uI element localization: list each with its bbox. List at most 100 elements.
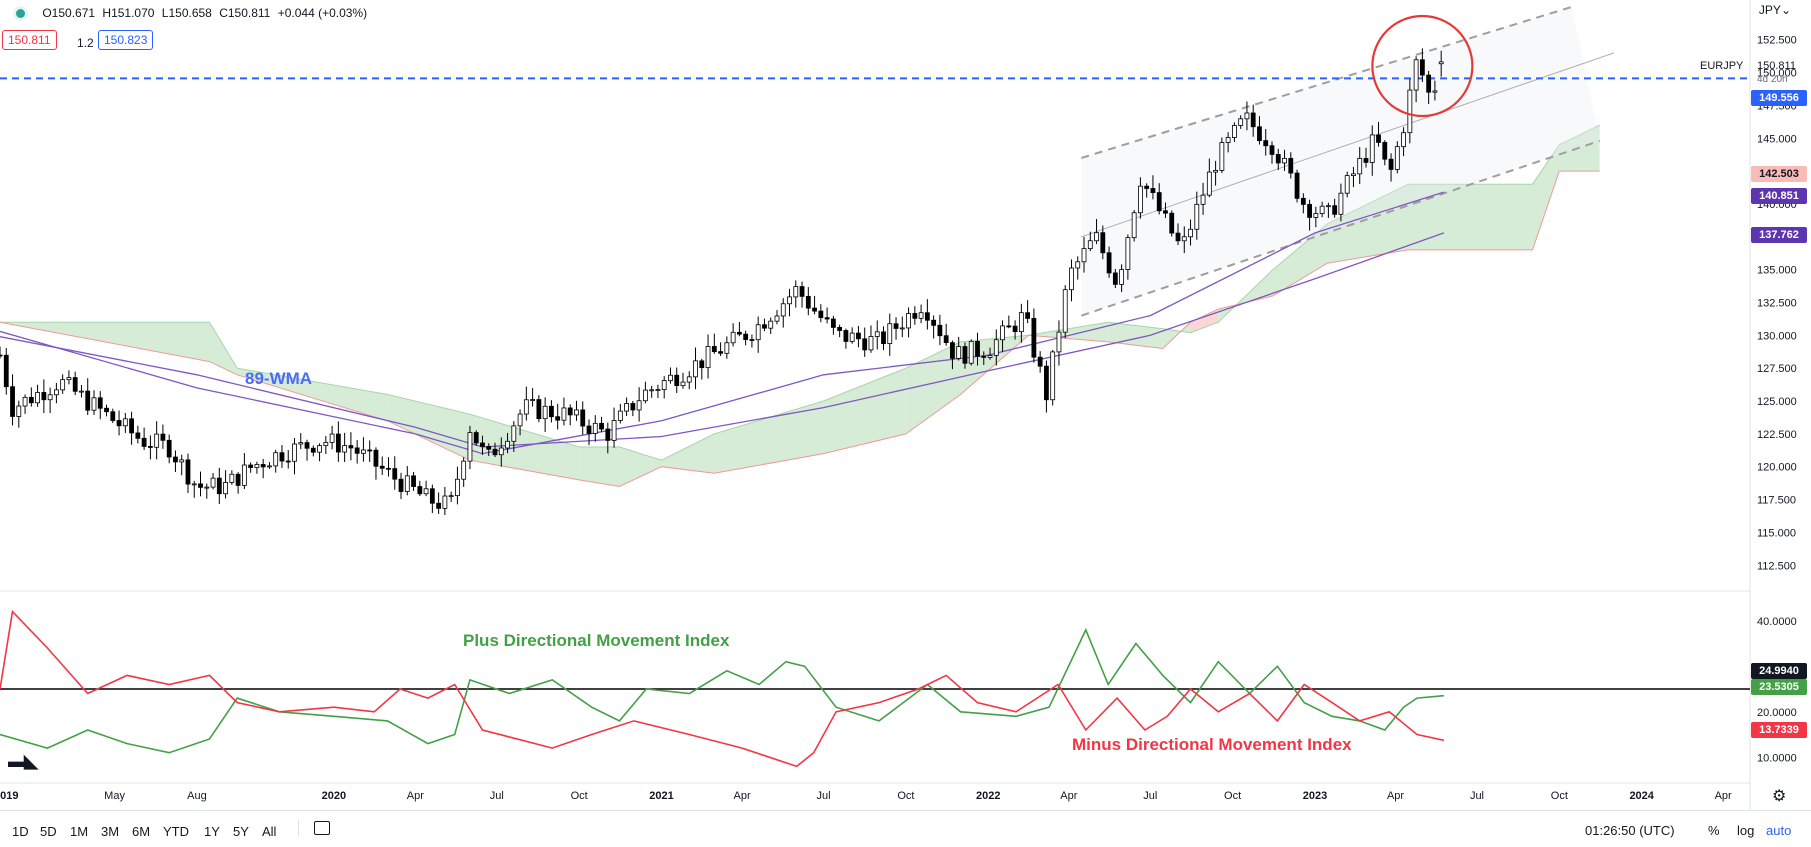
- candle-body: [1150, 188, 1156, 193]
- candle-body: [1156, 192, 1162, 212]
- candle-body: [429, 488, 435, 504]
- ichimoku-cloud-segment: [1532, 144, 1560, 250]
- range-button-3m[interactable]: 3M: [101, 824, 120, 839]
- wma-slow-price-tag: 137.762: [1751, 227, 1807, 243]
- price-axis-tick: 152.500: [1757, 35, 1797, 47]
- utc-clock[interactable]: 01:26:50 (UTC): [1585, 823, 1675, 838]
- candle-body: [204, 486, 210, 489]
- candle-body: [310, 447, 316, 453]
- range-button-6m[interactable]: 6M: [132, 824, 151, 839]
- candle-body: [1087, 240, 1093, 250]
- spread-value: 1.2: [72, 34, 99, 52]
- candle-body: [104, 407, 109, 413]
- candle-body: [555, 416, 561, 421]
- candle-body: [768, 320, 774, 329]
- candle-body: [1125, 237, 1131, 270]
- candle-body: [893, 323, 899, 329]
- candle-body: [736, 331, 742, 335]
- candle-body: [1225, 137, 1231, 143]
- sell-button[interactable]: 150.811: [2, 30, 57, 50]
- candle-body: [367, 449, 373, 452]
- candle-body: [586, 425, 592, 434]
- candle-body: [1269, 145, 1275, 155]
- candle-body: [147, 446, 153, 448]
- candle-body: [191, 483, 197, 486]
- candle-body: [91, 397, 97, 411]
- range-button-5d[interactable]: 5D: [40, 824, 57, 839]
- ichimoku-cloud-segment: [661, 433, 715, 474]
- range-button-1m[interactable]: 1M: [70, 824, 89, 839]
- range-button-5y[interactable]: 5Y: [233, 824, 249, 839]
- candle-body: [724, 342, 730, 354]
- gear-icon[interactable]: ⚙: [1772, 788, 1787, 805]
- candle-body: [442, 495, 448, 509]
- candle-body: [254, 464, 260, 468]
- candle-body: [674, 374, 680, 387]
- candle-body: [1062, 289, 1068, 333]
- candle-body: [1282, 157, 1287, 164]
- ichimoku-cloud-segment: [823, 368, 906, 454]
- candle-body: [1056, 331, 1062, 353]
- candle-body: [1144, 185, 1150, 189]
- candle-body: [968, 340, 974, 364]
- candle-body: [536, 399, 542, 420]
- candle-body: [1100, 232, 1106, 254]
- calendar-icon[interactable]: [314, 821, 330, 835]
- percent-scale-toggle[interactable]: %: [1708, 823, 1720, 838]
- chart-canvas[interactable]: 112.500 115.000 117.500 120.000 122.500 125.0…: [0, 0, 1811, 810]
- channel-middle-line: [1081, 52, 1615, 238]
- candle-body: [480, 442, 485, 447]
- candle-body: [135, 432, 141, 439]
- price-axis-tick: 120.000: [1757, 462, 1797, 474]
- range-button-all[interactable]: All: [262, 824, 277, 839]
- candle-body: [906, 313, 911, 329]
- time-axis-tick: 2020: [322, 790, 346, 802]
- candle-body: [686, 376, 692, 383]
- bottom-toolbar: 1D 5D 1M 3M 6M YTD 1Y 5Y All 01:26:50 (U…: [0, 810, 1811, 847]
- ichimoku-cloud-segment: [1408, 184, 1490, 250]
- candle-body: [1344, 175, 1350, 194]
- buy-button[interactable]: 150.823: [98, 30, 154, 50]
- candle-body: [1006, 325, 1012, 328]
- price-axis-tick: 122.500: [1757, 429, 1797, 441]
- candle-body: [1263, 140, 1269, 147]
- candle-body: [617, 410, 623, 421]
- log-scale-toggle[interactable]: log: [1737, 823, 1755, 838]
- currency-menu[interactable]: JPY⌄: [1759, 3, 1791, 17]
- range-button-ytd[interactable]: YTD: [163, 824, 189, 839]
- candle-body: [611, 420, 617, 441]
- range-button-1d[interactable]: 1D: [12, 824, 29, 839]
- price-axis-tick: 130.000: [1757, 330, 1797, 342]
- candle-body: [373, 449, 379, 467]
- candle-body: [1044, 365, 1049, 401]
- time-axis-tick: Apr: [1387, 790, 1404, 802]
- plus-di-value-tag: 23.5305: [1751, 679, 1807, 695]
- candle-body: [467, 432, 473, 462]
- candle-body: [1376, 134, 1381, 143]
- candle-body: [329, 433, 335, 443]
- candle-body: [981, 355, 987, 358]
- price-axis-tick: 127.500: [1757, 363, 1797, 375]
- candle-body: [868, 336, 874, 351]
- candle-body: [304, 442, 310, 449]
- candle-body: [267, 465, 272, 468]
- tradingview-logo: ▬◣: [8, 751, 38, 771]
- minus-di-value-tag: 13.7339: [1751, 722, 1807, 738]
- indicator-axis-tick: 20.0000: [1757, 707, 1797, 719]
- candle-body: [956, 346, 962, 359]
- candle-body: [1231, 125, 1237, 138]
- ichimoku-cloud-segment: [237, 368, 388, 421]
- candle-body: [354, 447, 360, 454]
- candle-body: [630, 403, 636, 411]
- candle-body: [749, 339, 755, 341]
- candle-body: [16, 405, 22, 417]
- candle-body: [260, 464, 266, 468]
- candle-body: [1407, 89, 1413, 134]
- candle-body: [235, 473, 241, 486]
- range-button-1y[interactable]: 1Y: [204, 824, 220, 839]
- candle-body: [436, 502, 442, 509]
- close-value: C150.811: [219, 6, 271, 20]
- auto-scale-toggle[interactable]: auto: [1766, 823, 1792, 838]
- market-status-icon: [16, 9, 25, 18]
- ichimoku-cloud-segment: [1190, 309, 1219, 333]
